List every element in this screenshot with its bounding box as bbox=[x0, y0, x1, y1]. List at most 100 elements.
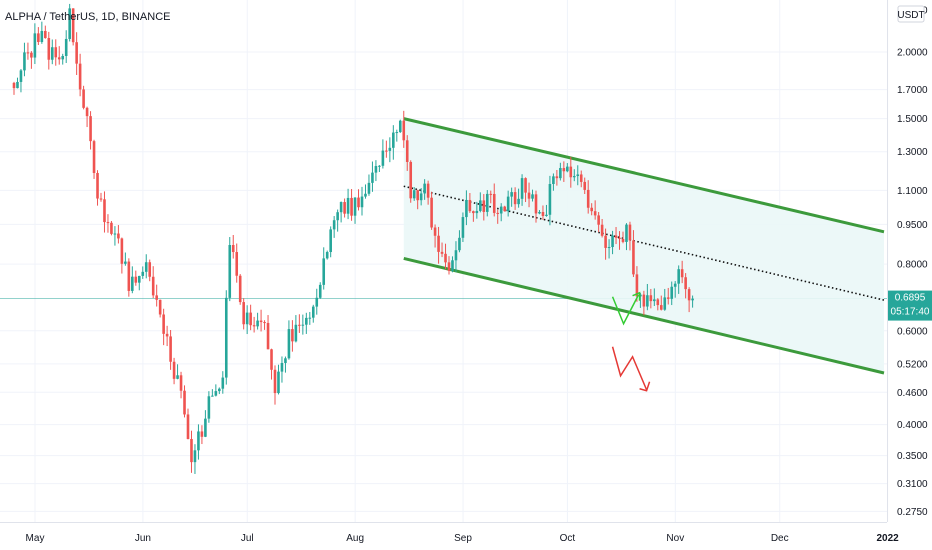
channel-upper-line[interactable] bbox=[403, 117, 885, 234]
candle[interactable] bbox=[566, 163, 569, 173]
candle[interactable] bbox=[47, 31, 51, 70]
candle[interactable] bbox=[485, 190, 489, 217]
candle[interactable] bbox=[454, 241, 458, 273]
candle[interactable] bbox=[151, 266, 155, 299]
candle[interactable] bbox=[172, 357, 176, 385]
candle[interactable] bbox=[85, 106, 89, 128]
candle[interactable] bbox=[89, 111, 92, 150]
candle[interactable] bbox=[517, 188, 520, 208]
candle[interactable] bbox=[298, 314, 301, 333]
candle[interactable] bbox=[305, 312, 308, 334]
candle[interactable] bbox=[235, 243, 239, 283]
candle[interactable] bbox=[120, 237, 124, 274]
candle[interactable] bbox=[343, 198, 346, 218]
candle[interactable] bbox=[499, 203, 503, 222]
candle[interactable] bbox=[141, 266, 145, 279]
candle[interactable] bbox=[16, 77, 19, 89]
candle[interactable] bbox=[259, 309, 263, 332]
candle[interactable] bbox=[270, 348, 273, 380]
candle[interactable] bbox=[339, 201, 343, 223]
channel-lower-line[interactable] bbox=[403, 256, 885, 375]
candle[interactable] bbox=[75, 32, 78, 75]
candle[interactable] bbox=[482, 194, 486, 221]
candle[interactable] bbox=[131, 266, 134, 294]
candle[interactable] bbox=[409, 160, 413, 203]
candle[interactable] bbox=[183, 385, 186, 418]
candle[interactable] bbox=[378, 165, 381, 172]
candle[interactable] bbox=[541, 205, 545, 220]
candle[interactable] bbox=[604, 228, 607, 260]
candle[interactable] bbox=[78, 53, 82, 97]
candle[interactable] bbox=[646, 283, 649, 311]
candle[interactable] bbox=[461, 212, 465, 242]
candle[interactable] bbox=[475, 201, 479, 219]
candle[interactable] bbox=[597, 212, 600, 233]
candle[interactable] bbox=[360, 186, 364, 216]
candle[interactable] bbox=[54, 39, 58, 66]
candle[interactable] bbox=[162, 308, 165, 346]
candle[interactable] bbox=[590, 203, 593, 216]
candle[interactable] bbox=[238, 274, 242, 305]
candle[interactable] bbox=[653, 288, 656, 307]
candle[interactable] bbox=[263, 320, 266, 330]
candle[interactable] bbox=[249, 304, 252, 331]
candle[interactable] bbox=[277, 364, 280, 395]
candle[interactable] bbox=[628, 221, 632, 251]
candle[interactable] bbox=[357, 189, 360, 211]
price-axis[interactable]: 2.0000 1.7000 1.5000 1.3000 1.1000 0.9500 0.80… bbox=[897, 5, 928, 518]
candle[interactable] bbox=[371, 161, 374, 192]
candle[interactable] bbox=[492, 183, 496, 217]
candle[interactable] bbox=[224, 290, 228, 385]
candle[interactable] bbox=[44, 25, 47, 39]
candle[interactable] bbox=[30, 51, 33, 69]
candle[interactable] bbox=[659, 295, 663, 311]
candle[interactable] bbox=[684, 273, 687, 299]
candle[interactable] bbox=[381, 139, 385, 169]
candle[interactable] bbox=[583, 177, 587, 195]
candle[interactable] bbox=[318, 282, 322, 299]
candle[interactable] bbox=[513, 187, 517, 210]
candle[interactable] bbox=[385, 140, 388, 158]
candle[interactable] bbox=[176, 364, 179, 380]
candles[interactable] bbox=[12, 3, 694, 474]
candle[interactable] bbox=[555, 169, 559, 186]
candle[interactable] bbox=[256, 312, 259, 330]
candle[interactable] bbox=[57, 46, 61, 65]
candle[interactable] bbox=[496, 209, 500, 224]
candle[interactable] bbox=[186, 408, 190, 440]
candle[interactable] bbox=[23, 42, 26, 77]
candle[interactable] bbox=[96, 170, 99, 206]
candle[interactable] bbox=[221, 371, 225, 394]
candle[interactable] bbox=[388, 137, 392, 163]
candle[interactable] bbox=[677, 265, 680, 294]
candle[interactable] bbox=[666, 287, 670, 305]
candle[interactable] bbox=[148, 259, 152, 282]
candle[interactable] bbox=[214, 384, 218, 397]
candle[interactable] bbox=[353, 197, 357, 224]
candle[interactable] bbox=[479, 192, 482, 213]
candle[interactable] bbox=[127, 258, 131, 297]
candle[interactable] bbox=[245, 305, 249, 335]
candle[interactable] bbox=[190, 430, 193, 473]
candle[interactable] bbox=[137, 275, 141, 291]
candle[interactable] bbox=[211, 389, 214, 397]
candle[interactable] bbox=[600, 218, 604, 238]
candle[interactable] bbox=[451, 256, 454, 273]
candle[interactable] bbox=[472, 210, 475, 222]
candle[interactable] bbox=[405, 135, 409, 171]
candle[interactable] bbox=[68, 3, 71, 42]
candle[interactable] bbox=[416, 189, 419, 210]
candle[interactable] bbox=[252, 316, 256, 333]
candle[interactable] bbox=[433, 224, 437, 248]
candle[interactable] bbox=[124, 252, 127, 266]
candle[interactable] bbox=[423, 179, 426, 200]
candle[interactable] bbox=[559, 162, 562, 181]
candle[interactable] bbox=[552, 173, 555, 191]
candle[interactable] bbox=[144, 254, 148, 279]
candle[interactable] bbox=[673, 281, 677, 298]
candle[interactable] bbox=[291, 320, 294, 352]
candle[interactable] bbox=[92, 139, 96, 179]
candle[interactable] bbox=[607, 239, 611, 259]
candle[interactable] bbox=[611, 230, 614, 255]
candle[interactable] bbox=[308, 311, 312, 325]
